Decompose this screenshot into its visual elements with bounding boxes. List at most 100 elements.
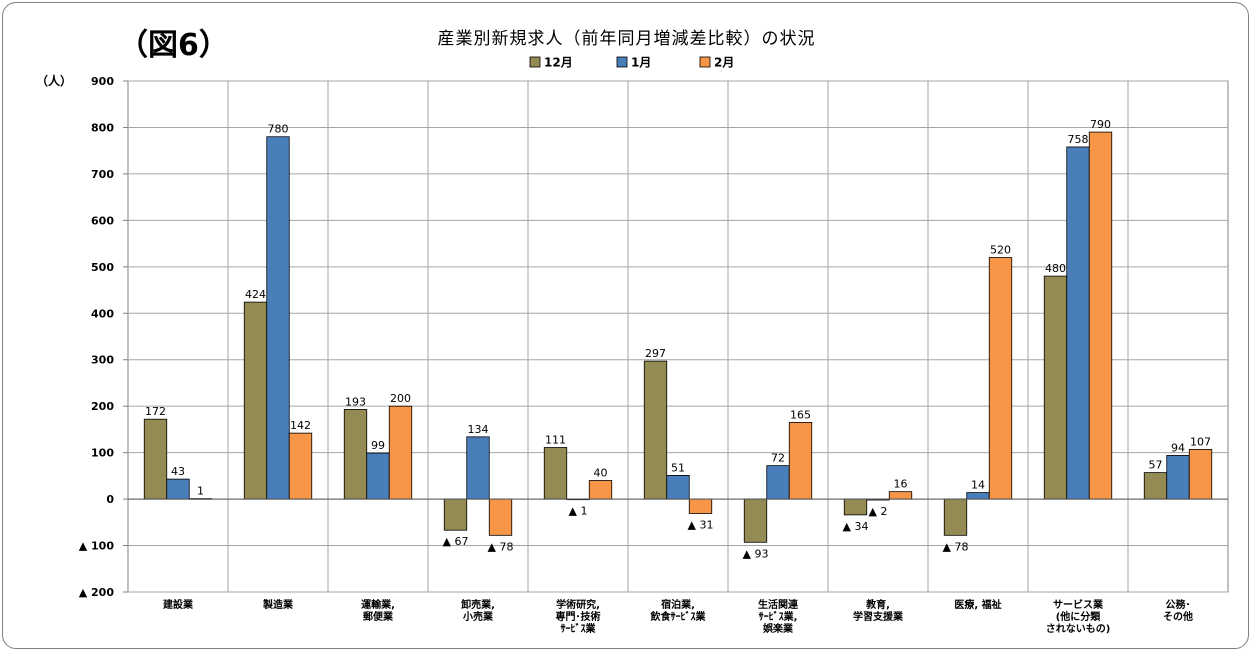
bar [166, 478, 190, 500]
bar [288, 432, 313, 500]
bar [588, 480, 613, 500]
data-label: 193 [345, 395, 366, 408]
bar [988, 257, 1013, 500]
data-label: 72 [771, 452, 785, 465]
data-label: ▲ 78 [488, 540, 514, 553]
data-label: 172 [145, 405, 166, 418]
bar [766, 465, 790, 500]
y-tick-label: 300 [91, 354, 114, 367]
data-label: 107 [1190, 435, 1211, 448]
bar [666, 474, 690, 500]
data-label: 43 [171, 465, 185, 478]
x-tick-label: 専門･技術 [556, 610, 601, 623]
bar [1043, 275, 1068, 500]
y-tick-label: 700 [91, 168, 114, 181]
bar [466, 436, 490, 500]
bar [366, 452, 390, 500]
x-tick-label: 製造業 [262, 598, 294, 611]
data-label: 424 [245, 288, 266, 301]
y-tick-label: 100 [91, 447, 114, 460]
x-tick-label: サービス業 [1053, 598, 1104, 611]
data-label: 51 [671, 461, 685, 474]
bar [688, 498, 713, 514]
x-tick-label: ｻｰﾋﾞｽ業 [561, 622, 597, 635]
bar [966, 492, 990, 500]
data-label: 16 [894, 478, 908, 491]
x-tick-label: 郵便業 [363, 610, 394, 623]
x-tick-label: 公務･ [1166, 598, 1191, 611]
data-label: ▲ 1 [569, 505, 588, 518]
x-tick-label: ｻｰﾋﾞｽ業, [759, 610, 798, 623]
y-tick-label: 200 [91, 400, 114, 413]
y-tick-label: 0 [106, 493, 114, 506]
x-tick-label: 学習支援業 [853, 610, 904, 623]
data-label: 99 [371, 439, 385, 452]
data-label: 200 [390, 392, 411, 405]
bar [788, 422, 813, 500]
y-tick-label: 800 [91, 121, 114, 134]
bar [243, 301, 268, 500]
data-label: ▲ 67 [443, 535, 469, 548]
bar [343, 409, 368, 500]
data-label: 165 [790, 408, 811, 421]
bar [1166, 455, 1190, 500]
data-label: 520 [990, 244, 1011, 257]
bar [843, 498, 868, 516]
bar [388, 405, 413, 500]
y-axis-label: （人） [36, 73, 72, 88]
x-tick-label: 学術研究, [556, 598, 600, 611]
data-label: 142 [290, 419, 311, 432]
bar [543, 447, 568, 500]
legend-swatch [616, 56, 628, 68]
y-tick-label: ▲ 200 [79, 586, 115, 599]
data-label: ▲ 93 [743, 547, 769, 560]
legend-label: 1月 [631, 56, 651, 70]
x-tick-label: 宿泊業, [661, 598, 695, 611]
legend-label: 2月 [714, 56, 734, 70]
x-tick-label: 教育, [865, 598, 890, 611]
x-tick-label: 建設業 [162, 598, 194, 611]
data-label: 14 [971, 479, 985, 492]
x-tick-label: 生活関連 [758, 598, 799, 611]
x-tick-label: 医療, 福祉 [954, 598, 1001, 611]
data-label: 758 [1068, 133, 1089, 146]
x-tick-label: 卸売業, [461, 598, 495, 611]
y-tick-label: 400 [91, 307, 114, 320]
bar [643, 360, 668, 500]
data-label: 1 [197, 485, 204, 498]
chart-title: 産業別新規求人（前年同月増減差比較）の状況 [437, 29, 816, 49]
bar [488, 498, 513, 536]
bar [888, 491, 913, 500]
data-label: ▲ 2 [869, 505, 888, 518]
x-tick-label: されないもの) [1046, 623, 1111, 635]
y-tick-label: ▲ 100 [79, 540, 115, 553]
bar [1188, 448, 1213, 500]
data-label: 790 [1090, 118, 1111, 131]
legend-swatch [529, 56, 541, 68]
x-tick-label: (他に分類 [1056, 610, 1102, 623]
x-tick-label: 娯楽業 [763, 622, 794, 635]
data-label: 480 [1045, 262, 1066, 275]
data-label: 297 [645, 347, 666, 360]
y-tick-label: 900 [91, 75, 114, 88]
x-tick-label: その他 [1163, 610, 1193, 623]
bar [743, 498, 768, 543]
data-label: 134 [468, 423, 489, 436]
data-label: ▲ 34 [843, 520, 869, 533]
x-tick-label: 小売業 [462, 610, 494, 623]
bar [266, 136, 290, 500]
data-label: 780 [268, 123, 289, 136]
legend-swatch [699, 56, 711, 68]
bar [943, 498, 968, 536]
data-label: 111 [545, 434, 566, 447]
y-tick-label: 500 [91, 261, 114, 274]
bar [143, 418, 168, 500]
x-tick-label: 飲食ｻｰﾋﾞｽ業 [650, 610, 707, 623]
legend-label: 12月 [544, 56, 573, 70]
data-label: 94 [1171, 441, 1185, 454]
data-label: ▲ 31 [688, 518, 714, 531]
figure-label: （図6） [118, 28, 229, 63]
data-label: 57 [1149, 459, 1163, 472]
bar [1066, 146, 1090, 500]
